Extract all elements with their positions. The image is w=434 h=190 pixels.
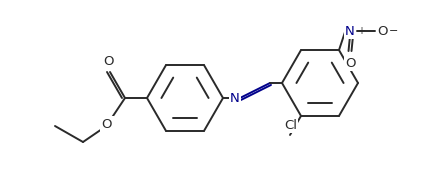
Text: O: O — [377, 25, 387, 38]
Text: N: N — [230, 92, 240, 105]
Text: Cl: Cl — [285, 119, 297, 132]
Text: N: N — [345, 25, 355, 38]
Text: O: O — [345, 57, 355, 70]
Text: O: O — [102, 117, 112, 131]
Text: O: O — [104, 55, 114, 68]
Text: −: − — [389, 26, 398, 36]
Text: +: + — [357, 26, 365, 36]
